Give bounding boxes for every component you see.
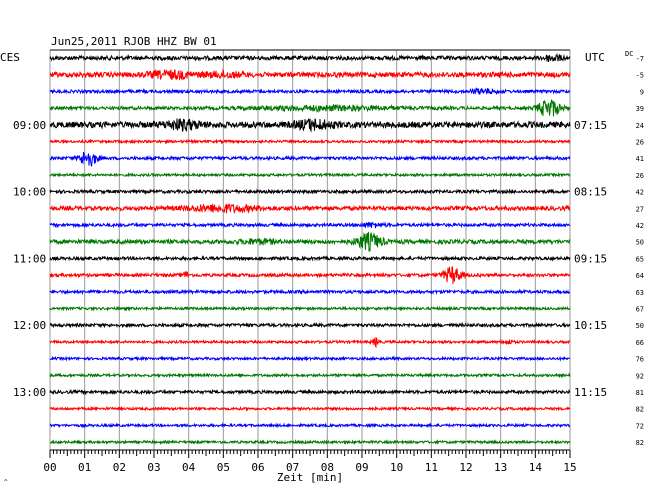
dc-header-label: DC xyxy=(625,50,633,58)
dc-offset-label: 9 xyxy=(640,88,644,96)
dc-offset-label: -5 xyxy=(636,72,644,80)
dc-offset-label: 50 xyxy=(636,322,644,330)
dc-offset-label: 65 xyxy=(636,255,644,263)
x-tick-label: 14 xyxy=(529,461,543,474)
x-tick-label: 12 xyxy=(459,461,472,474)
left-timezone-label: CES xyxy=(0,51,20,64)
left-hour-label: 09:00 xyxy=(13,119,46,132)
grid-lines xyxy=(49,49,571,450)
x-tick-label: 04 xyxy=(182,461,196,474)
x-tick-label: 01 xyxy=(78,461,91,474)
right-hour-label: 11:15 xyxy=(574,386,607,399)
x-tick-label: 15 xyxy=(563,461,576,474)
seismic-trace xyxy=(49,372,571,379)
seismic-trace xyxy=(49,52,571,62)
dc-offset-label: 76 xyxy=(636,356,644,364)
seismic-trace xyxy=(49,231,571,252)
x-tick-label: 08 xyxy=(321,461,334,474)
right-hour-label: 10:15 xyxy=(574,319,607,332)
dc-offset-label: 92 xyxy=(636,372,644,380)
seismic-trace xyxy=(49,422,571,429)
right-hour-labels: 07:15 08:15 09:15 10:15 11:15 xyxy=(574,119,607,399)
seismic-trace xyxy=(49,221,571,229)
x-tick-label: 00 xyxy=(43,461,56,474)
dc-offset-label: 67 xyxy=(636,306,644,314)
x-tick-label: 13 xyxy=(494,461,507,474)
dc-offset-label: 81 xyxy=(636,389,644,397)
dc-offset-label: 39 xyxy=(636,105,644,113)
right-hour-label: 07:15 xyxy=(574,119,607,132)
dc-offset-label: 26 xyxy=(636,172,644,180)
seismic-trace xyxy=(49,405,571,412)
dc-offset-label: -7 xyxy=(636,55,644,63)
seismic-trace xyxy=(49,336,571,348)
dc-offset-label: 24 xyxy=(636,122,644,130)
seismic-trace xyxy=(49,99,571,117)
x-tick-label: 09 xyxy=(355,461,368,474)
seismic-trace xyxy=(49,305,571,312)
dc-offset-label: 42 xyxy=(636,189,644,197)
left-hour-label: 12:00 xyxy=(13,319,46,332)
left-hour-label: 11:00 xyxy=(13,252,46,265)
seismic-trace xyxy=(49,439,571,446)
seismic-trace xyxy=(49,151,571,167)
x-axis: 00 01 02 03 04 05 06 07 08 09 10 11 12 13 14 15 xyxy=(43,449,577,474)
dc-offset-label: 27 xyxy=(636,205,644,213)
seismic-trace xyxy=(49,87,570,96)
dc-offset-label: 42 xyxy=(636,222,644,230)
left-hour-label: 13:00 xyxy=(13,386,46,399)
seismic-trace xyxy=(49,68,571,81)
left-hour-labels: 09:00 10:00 11:00 12:00 13:00 xyxy=(13,119,46,399)
seismic-trace xyxy=(49,118,571,133)
dc-offset-label: 63 xyxy=(636,289,644,297)
dc-offset-label: 66 xyxy=(636,339,644,347)
dc-offset-label: 82 xyxy=(636,439,644,447)
dc-offset-label: 50 xyxy=(636,239,644,247)
x-tick-label: 07 xyxy=(286,461,299,474)
chart-title: Jun25,2011 RJOB HHZ BW 01 xyxy=(51,35,217,48)
right-timezone-label: UTC xyxy=(585,51,605,64)
x-tick-label: 03 xyxy=(147,461,160,474)
dc-offset-label: 72 xyxy=(636,422,644,430)
dc-offset-label: 26 xyxy=(636,139,644,147)
left-hour-label: 10:00 xyxy=(13,186,46,199)
dc-offset-labels: -7 -5 9 39 24 26 41 26 42 27 42 50 65 64 63 67 50 66 76 92 8… xyxy=(636,55,644,447)
right-hour-label: 09:15 xyxy=(574,252,607,265)
seismic-trace xyxy=(49,288,571,296)
dc-offset-label: 64 xyxy=(636,272,644,280)
seismic-trace xyxy=(49,355,571,362)
seismic-trace xyxy=(49,203,571,215)
dc-offset-label: 41 xyxy=(636,155,644,163)
corner-mark: ^ xyxy=(4,479,8,486)
x-tick-label: 05 xyxy=(217,461,230,474)
seismic-trace xyxy=(49,138,571,145)
x-axis-label: Zeit [min] xyxy=(277,471,343,484)
x-tick-label: 10 xyxy=(390,461,403,474)
x-tick-label: 02 xyxy=(113,461,126,474)
right-hour-label: 08:15 xyxy=(574,186,607,199)
trace-group xyxy=(49,52,571,446)
seismic-trace xyxy=(49,265,571,284)
seismic-trace xyxy=(49,388,571,396)
x-tick-label: 06 xyxy=(251,461,264,474)
seismic-trace xyxy=(49,171,571,178)
seismic-trace xyxy=(49,321,571,329)
seismic-trace xyxy=(49,188,571,196)
seismic-trace xyxy=(49,255,571,262)
dc-offset-label: 82 xyxy=(636,406,644,414)
x-tick-label: 11 xyxy=(425,461,438,474)
